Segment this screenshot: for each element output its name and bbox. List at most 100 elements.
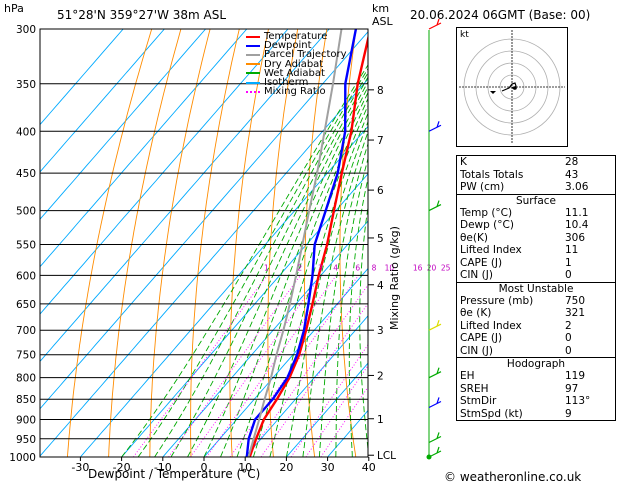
mixing-ratio-tick-label: 10 xyxy=(385,263,395,272)
legend-swatch xyxy=(246,72,260,75)
hodograph-plot: kt xyxy=(456,27,568,147)
legend-item: Dewpoint xyxy=(246,40,347,52)
legend-label: Dewpoint xyxy=(264,40,312,52)
wind-barb xyxy=(428,367,442,379)
legend-swatch xyxy=(246,53,260,56)
indices-table: K 28 Totals Totals 43 PW (cm) 3.06 Surface Te… xyxy=(456,155,616,421)
table-row-value: 0 xyxy=(565,344,572,357)
dry-adiabat-line xyxy=(108,29,182,457)
kt-label: kt xyxy=(460,30,469,40)
table-row-value: 2 xyxy=(565,319,572,332)
table-row-label: θe(K) xyxy=(460,231,488,244)
surface-title: Surface xyxy=(457,193,615,207)
table-row-value: 28 xyxy=(565,156,579,168)
table-row: K 28 xyxy=(457,156,615,169)
pressure-tick-label: 850 xyxy=(16,394,36,406)
table-row-label: SREH xyxy=(460,382,489,395)
km-tick-label: 4 xyxy=(377,280,384,292)
km-tick-label: LCL xyxy=(377,450,396,462)
hpa-label: hPa xyxy=(4,2,24,15)
hodograph-title: Hodograph xyxy=(457,357,615,370)
table-row: SREH 97 xyxy=(457,383,615,396)
table-row-value: 0 xyxy=(565,269,572,281)
table-row-value: 306 xyxy=(565,231,586,244)
pressure-tick-label: 900 xyxy=(16,415,36,427)
table-row-label: Lifted Index xyxy=(460,244,522,256)
km-tick-label: 5 xyxy=(377,233,384,245)
dry-adiabat-line xyxy=(408,29,439,457)
mixing-ratio-line xyxy=(168,275,301,457)
table-row-label: CIN (J) xyxy=(460,344,493,357)
mixing-ratio-tick-label: 3 xyxy=(318,263,323,272)
wet-adiabat-line xyxy=(187,80,368,457)
x-tick-label: -20 xyxy=(113,461,131,474)
isotherm-line xyxy=(40,29,289,315)
table-row: StmSpd (kt) 9 xyxy=(457,408,615,421)
legend-item: Isotherm xyxy=(246,77,347,88)
mixing-ratio-tick-label: 6 xyxy=(355,263,360,272)
table-row-label: Pressure (mb) xyxy=(460,294,534,307)
table-row: Temp (°C) 11.1 xyxy=(457,207,615,220)
mixing-ratio-line xyxy=(133,275,268,457)
legend-label: Wet Adiabat xyxy=(264,67,325,79)
table-row: Totals Totals 43 xyxy=(457,169,615,182)
legend-label: Dry Adiabat xyxy=(264,58,324,70)
table-row-label: Dewp (°C) xyxy=(460,219,514,231)
x-tick-label: -10 xyxy=(154,461,172,474)
mixing-ratio-axis-label: Mixing Ratio (g/kg) xyxy=(388,226,401,330)
pressure-tick-label: 650 xyxy=(16,299,36,311)
x-tick-label: 40 xyxy=(362,461,376,474)
profile-lines xyxy=(245,29,368,457)
table-row-label: K xyxy=(460,156,467,168)
wind-barb xyxy=(428,200,442,212)
x-tick-label: -30 xyxy=(71,461,89,474)
background-lines xyxy=(40,29,629,457)
mixing-ratio-tick-label: 25 xyxy=(441,263,451,272)
table-row: Dewp (°C) 10.4 xyxy=(457,219,615,232)
legend-label: Temperature xyxy=(264,31,328,42)
footer-copyright: © weatheronline.co.uk xyxy=(444,470,582,484)
legend-item: Mixing Ratio xyxy=(246,87,347,97)
dry-adiabat-line xyxy=(619,29,629,457)
wet-adiabat-line xyxy=(252,104,368,457)
pressure-tick-label: 450 xyxy=(16,168,36,180)
pressure-tick-label: 300 xyxy=(16,24,36,36)
table-row-label: CAPE (J) xyxy=(460,332,503,344)
surface-wind-dot xyxy=(426,454,432,460)
km-tick-label: 3 xyxy=(377,325,384,337)
wind-barb xyxy=(428,121,442,132)
mixing-ratio-tick-label: 20 xyxy=(427,263,437,272)
wind-barb xyxy=(428,320,442,331)
km-label: km xyxy=(372,2,390,15)
wind-barb xyxy=(428,397,442,409)
series-line-parcel-trajectory xyxy=(247,29,343,457)
table-row-label: StmDir xyxy=(460,395,497,407)
table-row-label: Totals Totals xyxy=(460,168,524,181)
legend-item: Parcel Trajectory xyxy=(246,50,347,60)
table-row: Pressure (mb) 750 xyxy=(457,295,615,308)
table-row-label: Lifted Index xyxy=(460,319,522,332)
table-row-value: 10.4 xyxy=(565,219,589,231)
table-row: EH 119 xyxy=(457,370,615,383)
asl-label: ASL xyxy=(372,15,393,28)
series-line-temperature xyxy=(248,34,368,457)
location-title: 51°28'N 359°27'W 38m ASL xyxy=(57,8,227,22)
pressure-tick-label: 800 xyxy=(16,373,36,385)
pressure-tick-label: 400 xyxy=(16,126,36,138)
legend-item: Dry Adiabat xyxy=(246,58,347,70)
pressure-tick-label: 500 xyxy=(16,206,36,218)
table-row-label: EH xyxy=(460,370,475,382)
x-tick-label: 20 xyxy=(279,461,293,474)
mixing-ratio-line xyxy=(246,284,368,457)
table-row: CIN (J) 0 xyxy=(457,269,615,282)
table-row-value: 43 xyxy=(565,168,579,181)
km-tick-label: 6 xyxy=(377,185,384,197)
legend-swatch xyxy=(246,81,260,84)
table-row-value: 119 xyxy=(565,370,586,382)
wind-barb xyxy=(428,18,442,30)
isotherm-line xyxy=(244,315,368,457)
km-tick-label: 1 xyxy=(377,414,384,426)
legend-swatch xyxy=(246,63,260,66)
pressure-tick-label: 950 xyxy=(16,434,36,446)
